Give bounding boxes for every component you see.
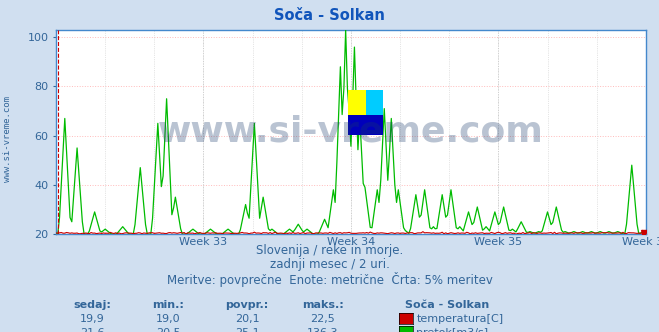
Bar xyxy=(348,90,366,115)
Text: sedaj:: sedaj: xyxy=(73,300,111,310)
Bar xyxy=(366,90,384,115)
Text: temperatura[C]: temperatura[C] xyxy=(416,314,503,324)
Bar xyxy=(348,115,384,135)
Text: 22,5: 22,5 xyxy=(310,314,335,324)
Text: maks.:: maks.: xyxy=(302,300,344,310)
Text: 21,6: 21,6 xyxy=(80,328,105,332)
Text: Soča - Solkan: Soča - Solkan xyxy=(405,300,490,310)
Text: www.si-vreme.com: www.si-vreme.com xyxy=(158,115,544,149)
Text: 19,9: 19,9 xyxy=(80,314,105,324)
Text: min.:: min.: xyxy=(152,300,184,310)
Text: Meritve: povprečne  Enote: metrične  Črta: 5% meritev: Meritve: povprečne Enote: metrične Črta:… xyxy=(167,272,492,287)
Text: zadnji mesec / 2 uri.: zadnji mesec / 2 uri. xyxy=(270,258,389,271)
Text: pretok[m3/s]: pretok[m3/s] xyxy=(416,328,488,332)
Text: 20,5: 20,5 xyxy=(156,328,181,332)
Text: 19,0: 19,0 xyxy=(156,314,181,324)
Text: 25,1: 25,1 xyxy=(235,328,260,332)
Text: 136,3: 136,3 xyxy=(307,328,339,332)
Text: Soča - Solkan: Soča - Solkan xyxy=(274,8,385,23)
Text: Slovenija / reke in morje.: Slovenija / reke in morje. xyxy=(256,244,403,257)
Text: povpr.:: povpr.: xyxy=(225,300,269,310)
Text: www.si-vreme.com: www.si-vreme.com xyxy=(3,96,13,183)
Text: 20,1: 20,1 xyxy=(235,314,260,324)
